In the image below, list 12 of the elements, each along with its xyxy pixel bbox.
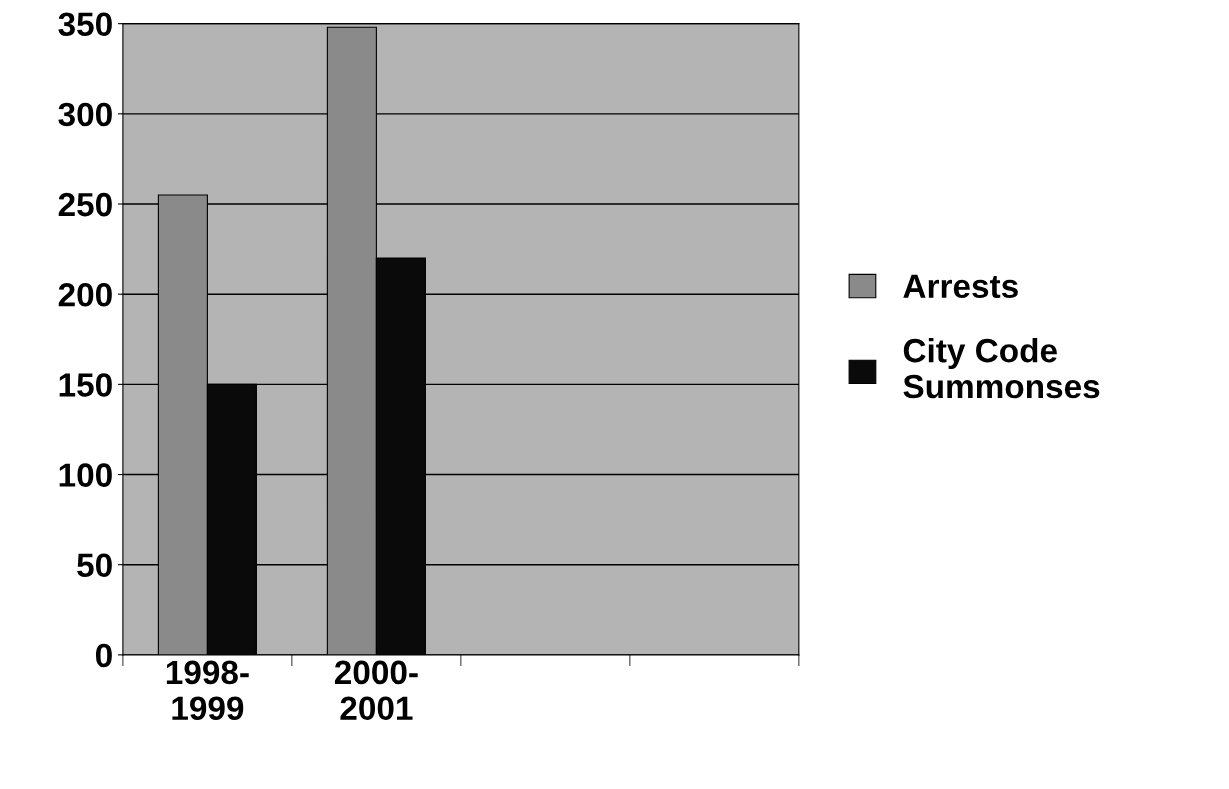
x-tick-label: 1998- 1999 bbox=[166, 660, 249, 721]
y-tick-label: 50 bbox=[77, 553, 112, 578]
y-tick-label: 0 bbox=[95, 643, 112, 668]
y-tick-label: 150 bbox=[59, 373, 112, 397]
y-tick-label: 200 bbox=[58, 282, 112, 307]
legend-label: City Code Summonses bbox=[903, 337, 1100, 399]
y-tick-label: 250 bbox=[58, 192, 112, 217]
y-tick-label: 350 bbox=[58, 12, 112, 37]
x-tick-label: 2000- 2001 bbox=[334, 660, 418, 721]
y-tick-label: 100 bbox=[59, 463, 112, 487]
y-tick-label: 300 bbox=[58, 102, 112, 127]
legend-label: Arrests bbox=[903, 274, 1018, 299]
